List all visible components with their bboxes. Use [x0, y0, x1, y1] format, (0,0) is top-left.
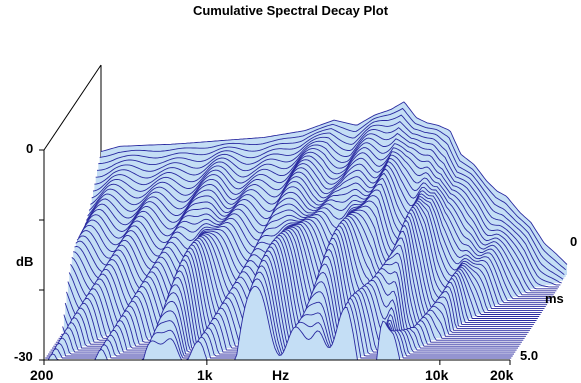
z-tick-label-0: 0	[570, 234, 578, 249]
decay-slice-line-32	[58, 234, 525, 339]
decay-slice-line-13	[83, 164, 550, 302]
decay-slice-line-40	[48, 265, 514, 355]
decay-slice-line-7	[91, 142, 558, 290]
decay-slice-line-14	[82, 168, 549, 304]
decay-slice-line-0	[100, 101, 568, 265]
decay-slice-line-1	[99, 107, 567, 271]
decay-slice-line-15	[80, 172, 548, 306]
decay-slice-line-4	[95, 127, 562, 284]
decay-slice-line-30	[61, 228, 528, 335]
z-axis-label: ms	[545, 291, 564, 306]
z-tick-label-5: 5.0	[520, 348, 539, 363]
chart-title: Cumulative Spectral Decay Plot	[192, 3, 389, 18]
decay-slice-line-36	[53, 246, 520, 347]
y-tick-label-0: 0	[26, 141, 34, 156]
x-tick-label-1k: 1k	[197, 367, 213, 383]
y-tick-label-minus-30: -30	[14, 349, 33, 364]
x-axis-label: Hz	[272, 367, 290, 383]
decay-slice-line-3	[96, 121, 564, 280]
x-tick-label-20k: 20k	[490, 367, 514, 383]
top-diagonal-line	[43, 64, 102, 151]
decay-slice-line-2	[98, 114, 565, 276]
decay-slice-line-17	[78, 183, 545, 310]
decay-slice-line-31	[59, 232, 526, 337]
x-tick-label-200: 200	[30, 367, 54, 383]
decay-slice-line-12	[84, 161, 552, 300]
decay-slice-fill-43	[44, 286, 510, 360]
decay-slice-line-35	[54, 242, 521, 345]
decay-slice-line-10	[87, 154, 554, 296]
decay-slice-line-5	[94, 132, 561, 286]
decay-slice-line-8	[90, 147, 557, 292]
decay-slice-line-9	[88, 151, 556, 294]
decay-slice-line-39	[49, 259, 516, 353]
decay-slice-line-37	[52, 250, 518, 349]
decay-slice-line-42	[45, 278, 512, 359]
decay-slice-line-16	[79, 177, 546, 308]
decay-slice-line-38	[50, 254, 517, 351]
x-tick-label-10k: 10k	[425, 367, 449, 383]
y-axis-label: dB	[16, 254, 34, 269]
decay-slice-line-41	[46, 271, 513, 357]
decay-slice-line-34	[55, 239, 522, 343]
decay-slice-line-11	[86, 157, 553, 298]
decay-slice-line-33	[57, 237, 524, 341]
decay-slice-line-6	[92, 137, 559, 288]
